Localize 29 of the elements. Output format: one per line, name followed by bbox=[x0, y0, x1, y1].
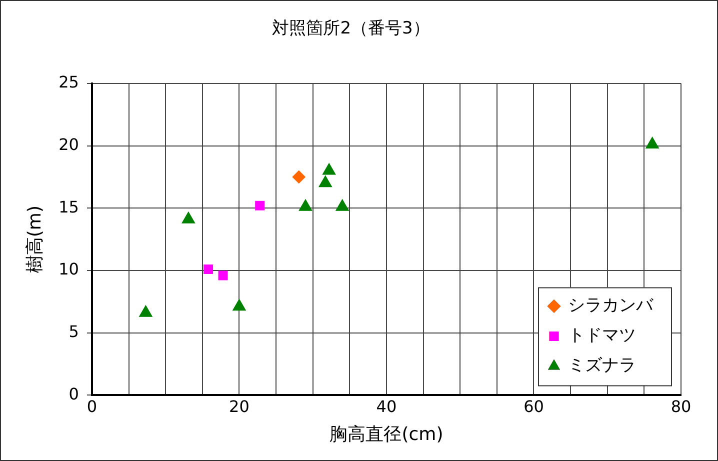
point bbox=[336, 199, 349, 211]
point bbox=[232, 299, 246, 311]
point bbox=[646, 137, 659, 149]
y-tick-label: 25 bbox=[58, 72, 79, 92]
legend-label: ミズナラ bbox=[568, 356, 636, 376]
point bbox=[218, 270, 228, 280]
y-tick-label: 15 bbox=[58, 197, 79, 216]
x-tick-label: 40 bbox=[376, 396, 397, 416]
x-tick-label: 0 bbox=[86, 396, 98, 416]
point bbox=[298, 199, 312, 211]
x-tick-label: 60 bbox=[524, 396, 544, 416]
x-tick-label: 80 bbox=[670, 396, 692, 416]
point bbox=[318, 176, 332, 188]
legend-label: トドマツ bbox=[568, 326, 636, 346]
y-tick-label: 5 bbox=[68, 322, 79, 341]
legend-label: シラカンバ bbox=[568, 296, 654, 316]
point bbox=[292, 170, 306, 184]
x-tick-label: 20 bbox=[229, 396, 250, 416]
point bbox=[182, 212, 195, 224]
y-tick-label: 10 bbox=[58, 260, 79, 279]
chart-title: 対照箇所2（番号3） bbox=[272, 18, 430, 39]
y-axis-title: 樹高(m) bbox=[24, 206, 46, 274]
point bbox=[322, 163, 336, 175]
point bbox=[139, 305, 152, 317]
y-tick-label: 0 bbox=[68, 384, 79, 404]
point bbox=[204, 264, 214, 274]
y-tick-label: 20 bbox=[58, 134, 79, 154]
point bbox=[255, 200, 265, 210]
x-axis-title: 胸高直径(cm) bbox=[330, 424, 444, 445]
